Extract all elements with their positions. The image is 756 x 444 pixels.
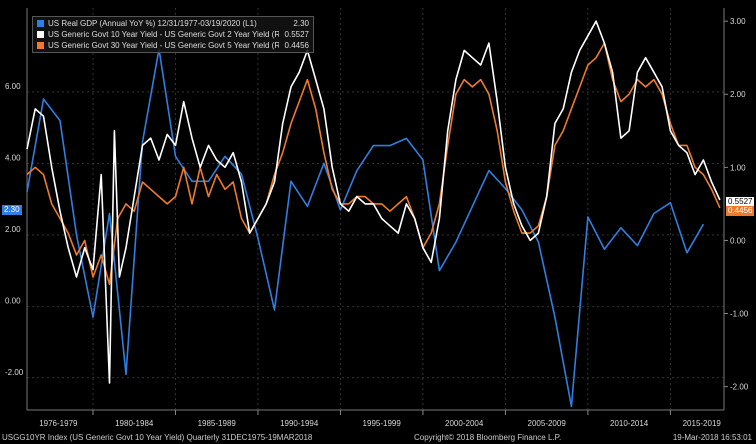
left-tick-label: -2.00: [5, 368, 24, 377]
legend-swatch-orange: [37, 42, 44, 49]
footer: USGG10YR Index (US Generic Govt 10 Year …: [0, 432, 756, 444]
legend-value-gdp: 2.30: [293, 19, 309, 28]
left-tick-label: 6.00: [5, 82, 21, 91]
grid: [26, 8, 725, 411]
left-value-tag: 2.30: [2, 205, 22, 215]
legend-value-10y2y: 0.5527: [284, 30, 309, 39]
series-line-gdp: [26, 48, 705, 408]
x-tick-label: 2005-2009: [528, 419, 567, 428]
x-tick-label: 1980-1984: [115, 419, 154, 428]
x-tick-label: 2000-2004: [445, 419, 484, 428]
legend-swatch-blue: [37, 20, 44, 27]
footer-copyright: Copyright© 2018 Bloomberg Finance L.P.: [414, 433, 562, 442]
legend-label-30y5y: US Generic Govt 30 Year Yield - US Gener…: [48, 41, 279, 50]
legend-swatch-white: [37, 31, 44, 38]
x-axis: 1976-1979 1980-1984 1985-1989 1990-1994 1995…: [39, 410, 721, 428]
legend-item-30y5y: US Generic Govt 30 Year Yield - US Gener…: [37, 40, 309, 51]
right-value-tag-white: 0.5527: [726, 197, 755, 207]
legend-value-30y5y: 0.4456: [284, 41, 309, 50]
right-tick-label: 3.00: [730, 17, 746, 26]
legend-item-10y2y: US Generic Govt 10 Year Yield - US Gener…: [37, 29, 309, 40]
footer-index-info: USGG10YR Index (US Generic Govt 10 Year …: [2, 433, 313, 442]
left-axis: -2.00 0.00 2.00 4.00 6.00: [5, 82, 24, 377]
right-tick-label: 2.00: [730, 90, 746, 99]
right-tick-label: 0.00: [730, 236, 746, 245]
x-tick-label: 2010-2014: [610, 419, 649, 428]
x-tick-label: 1995-1999: [363, 419, 402, 428]
series-line-10y2y: [26, 20, 721, 384]
right-axis: -2.00 -1.00 0.00 1.00 2.00 3.00: [724, 17, 749, 392]
x-tick-label: 1976-1979: [39, 419, 78, 428]
left-tick-label: 2.00: [5, 225, 21, 234]
right-tick-label: -1.00: [730, 310, 749, 319]
legend-label-gdp: US Real GDP (Annual YoY %) 12/31/1977-03…: [48, 19, 257, 28]
right-value-tag-orange: 0.4456: [726, 206, 755, 216]
series-lines: [26, 20, 721, 408]
left-tick-label: 0.00: [5, 296, 21, 305]
x-tick-label: 1990-1994: [280, 419, 319, 428]
legend-item-gdp: US Real GDP (Annual YoY %) 12/31/1977-03…: [37, 18, 309, 29]
right-tick-label: 1.00: [730, 163, 746, 172]
legend-label-10y2y: US Generic Govt 10 Year Yield - US Gener…: [48, 30, 279, 39]
x-tick-label: 1985-1989: [198, 419, 237, 428]
legend: US Real GDP (Annual YoY %) 12/31/1977-03…: [32, 16, 314, 53]
x-tick-label: 2015-2019: [683, 419, 722, 428]
footer-timestamp: 19-Mar-2018 16:53:01: [672, 433, 752, 442]
right-tick-label: -2.00: [730, 383, 749, 392]
left-tick-label: 4.00: [5, 153, 21, 162]
